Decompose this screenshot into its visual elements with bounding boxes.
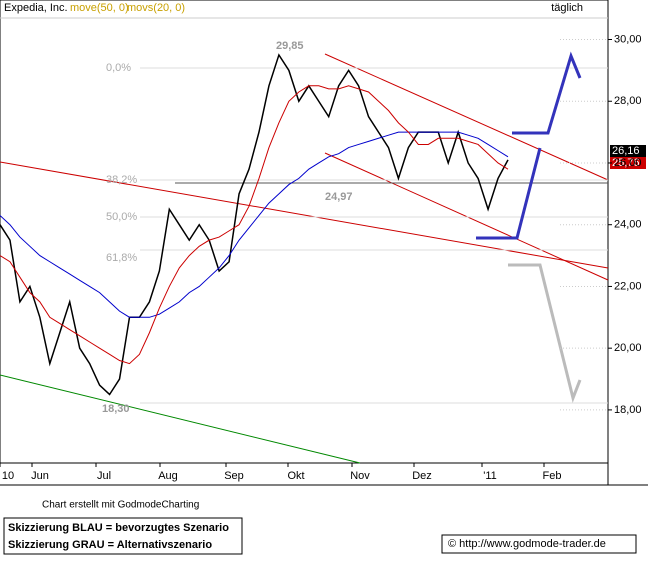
y-tick-label: 30,00	[614, 33, 642, 45]
fib-lines	[140, 67, 608, 404]
annotation: 61,8%	[106, 252, 137, 264]
x-tick-label: Sep	[224, 470, 244, 482]
x-tick-label: Nov	[350, 470, 370, 482]
url-box	[441, 534, 637, 554]
trend-line	[0, 374, 361, 464]
period: täglich	[551, 2, 583, 14]
scenario-gray	[508, 263, 582, 403]
last-value-box	[610, 145, 646, 157]
y-tick-label: 28,00	[614, 95, 642, 107]
legend-entry: movs(20, 0)	[127, 2, 185, 14]
y-tick-label: 24,00	[614, 219, 642, 231]
scenario-blue	[512, 51, 582, 135]
series-line	[0, 85, 509, 365]
series-line	[0, 131, 509, 318]
x-tick-label: Jul	[97, 470, 111, 482]
annotation: 50,0%	[106, 211, 137, 223]
scenario-blue	[476, 147, 542, 240]
y-tick-label: 26,00	[614, 157, 642, 169]
annotation: 24,97	[325, 191, 353, 203]
trend-line	[324, 53, 609, 181]
x-tick-label: '11	[483, 470, 497, 482]
plot-frame	[0, 0, 609, 464]
note: Skizzierung GRAU = Alternativszenario	[8, 539, 212, 551]
title: Expedia, Inc.	[4, 2, 68, 14]
annotation: 29,85	[276, 40, 304, 52]
last-value-box	[610, 157, 646, 169]
y-tick-label: 18,00	[614, 404, 642, 416]
x-tick-label: Dez	[412, 470, 432, 482]
note: Skizzierung BLAU = bevorzugtes Szenario	[8, 522, 229, 534]
annotation: 18,30	[102, 403, 130, 415]
x-tick-label: 10	[2, 470, 14, 482]
x-tick-label: Aug	[158, 470, 178, 482]
y-tick-label: 20,00	[614, 342, 642, 354]
y-tick-label: 22,00	[614, 280, 642, 292]
last-value: 25,76	[612, 157, 640, 169]
credit: Chart erstellt mit GodmodeCharting	[42, 500, 199, 511]
annotation: 0,0%	[106, 62, 131, 74]
x-tick-label: Jun	[31, 470, 49, 482]
annotation: 38,2%	[106, 174, 137, 186]
legend-entry: move(50, 0)	[70, 2, 129, 14]
url: © http://www.godmode-trader.de	[448, 538, 606, 550]
x-tick-label: Feb	[543, 470, 562, 482]
last-value: 26,16	[612, 145, 640, 157]
note-box	[3, 517, 243, 555]
x-tick-label: Okt	[287, 470, 304, 482]
